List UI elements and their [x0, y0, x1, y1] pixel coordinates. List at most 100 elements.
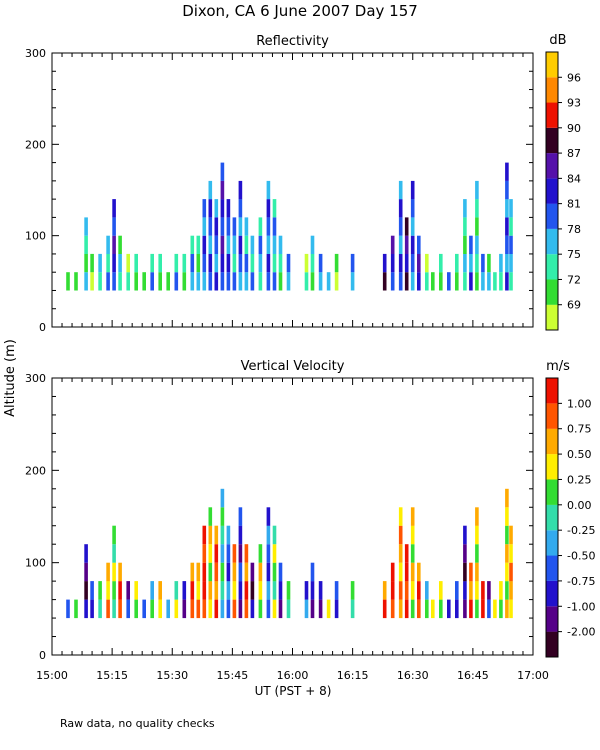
echo-cell	[382, 581, 387, 600]
echo-cell	[398, 235, 403, 254]
colorbar-frame	[545, 51, 559, 331]
echo-cell	[469, 272, 473, 291]
echo-cell	[220, 235, 225, 254]
echo-cell	[208, 217, 213, 236]
echo-cell	[481, 581, 485, 600]
echo-cell	[509, 253, 513, 273]
x-tick-label: 16:30	[397, 669, 429, 682]
echo-cell	[142, 272, 146, 291]
echo-cell	[266, 217, 271, 236]
colorbar-label: 96	[567, 71, 581, 84]
echo-cell	[196, 253, 201, 273]
echo-cell	[505, 253, 509, 273]
echo-cell	[310, 599, 315, 619]
echo-cell	[505, 562, 509, 582]
colorbar-label: 1.00	[567, 397, 592, 410]
echo-cell	[90, 599, 94, 619]
echo-cell	[499, 581, 503, 600]
echo-cell	[499, 599, 503, 619]
echo-cell	[112, 272, 116, 291]
echo-cell	[158, 581, 162, 600]
echo-cell	[509, 581, 513, 600]
echo-cell	[439, 599, 443, 619]
echo-cell	[410, 581, 415, 600]
echo-cell	[439, 581, 443, 600]
echo-cell	[98, 253, 102, 273]
echo-cell	[220, 162, 225, 181]
echo-cell	[469, 235, 473, 254]
colorbar-label: -0.25	[567, 524, 595, 537]
echo-cell	[286, 272, 291, 291]
echo-cell	[272, 199, 277, 218]
echo-cell	[250, 599, 255, 619]
echo-cell	[310, 235, 315, 254]
echo-cell	[278, 562, 283, 582]
echo-cell	[220, 507, 225, 526]
echo-cell	[272, 599, 277, 619]
echo-cell	[196, 562, 201, 582]
echo-cell	[84, 217, 88, 236]
echo-cell	[220, 562, 225, 582]
echo-cell	[126, 253, 130, 273]
echo-cell	[238, 199, 243, 218]
echo-cell	[475, 507, 479, 526]
echo-cell	[214, 235, 219, 254]
echo-cell	[166, 272, 170, 291]
y-tick-label: 100	[25, 557, 46, 570]
colorbar-segment	[546, 606, 558, 632]
colorbar-label: 90	[567, 122, 581, 135]
echo-cell	[208, 544, 213, 563]
echo-cell	[455, 272, 459, 291]
echo-cell	[126, 272, 130, 291]
echo-cell	[150, 272, 154, 291]
echo-cell	[202, 199, 207, 218]
echo-cell	[425, 581, 429, 600]
echo-cell	[258, 562, 263, 582]
echo-cell	[509, 599, 513, 619]
colorbar-label: 75	[567, 248, 581, 261]
echo-cell	[244, 217, 249, 236]
echo-cell	[106, 272, 110, 291]
echo-cell	[272, 544, 277, 563]
echo-cell	[505, 581, 509, 600]
echo-cell	[417, 272, 421, 291]
echo-cell	[106, 562, 110, 582]
echo-cell	[350, 253, 355, 273]
echo-cell	[509, 525, 513, 545]
echo-cell	[220, 599, 225, 619]
echo-cell	[417, 562, 421, 582]
echo-cell	[196, 272, 201, 291]
echo-cell	[244, 562, 249, 582]
echo-cell	[304, 272, 309, 291]
echo-cell	[84, 581, 88, 600]
colorbar-segment	[546, 428, 558, 455]
colorbar-label: 81	[567, 198, 581, 211]
echo-cell	[158, 253, 162, 273]
echo-cell	[505, 162, 509, 181]
echo-cell	[475, 544, 479, 563]
echo-cell	[304, 599, 309, 619]
echo-cell	[202, 544, 207, 563]
echo-cell	[258, 253, 263, 273]
plot-frame	[51, 377, 534, 656]
echo-cell	[463, 272, 467, 291]
panel-title: Vertical Velocity	[241, 359, 345, 374]
echo-cell	[272, 562, 277, 582]
echo-cell	[90, 581, 94, 600]
echo-cell	[202, 599, 207, 619]
colorbar-segment	[546, 631, 558, 657]
echo-cell	[398, 253, 403, 273]
echo-cell	[505, 272, 509, 291]
echo-cell	[390, 599, 395, 619]
echo-cell	[258, 235, 263, 254]
plot-frame	[51, 52, 534, 328]
echo-cell	[190, 599, 195, 619]
echo-cell	[250, 253, 255, 273]
echo-cell	[475, 525, 479, 545]
echo-cell	[469, 562, 473, 582]
x-tick-label: 15:45	[217, 669, 249, 682]
colorbar-label: 78	[567, 223, 581, 236]
echo-cell	[238, 217, 243, 236]
echo-cell	[106, 253, 110, 273]
echo-cell	[425, 253, 429, 273]
